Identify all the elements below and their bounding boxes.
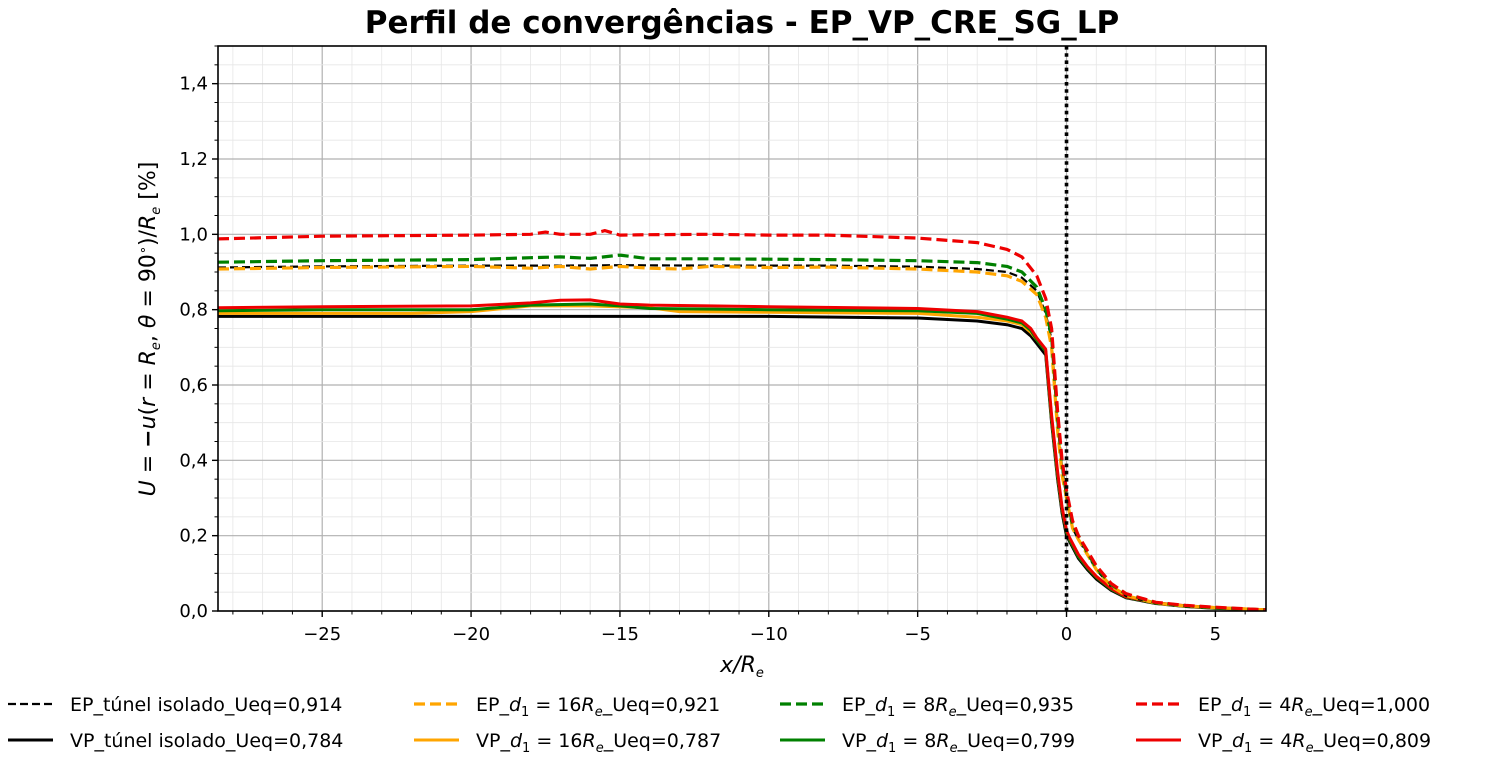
legend-label-3: EP_d1 = 8Re_Ueq=0,935 xyxy=(842,694,1074,720)
series-line-5 xyxy=(218,314,1267,612)
x-axis-label: x/Re xyxy=(719,653,764,681)
axis-ticks: −25 −20 −15 −10 −5 0 5 0,0 0,2 0,4 0,6 0,8 1,0 1,2 1,4 xyxy=(179,45,1246,645)
y-tick-label: 0,8 xyxy=(179,300,208,321)
x-tick-label: −15 xyxy=(601,624,639,645)
x-tick-label: −25 xyxy=(303,624,341,645)
series-line-7 xyxy=(217,302,1267,612)
series-line-8 xyxy=(217,298,1267,612)
y-tick-label: 0,6 xyxy=(179,375,208,396)
y-tick-label: 1,0 xyxy=(179,224,208,245)
y-tick-label: 0,2 xyxy=(179,526,208,547)
y-tick-label: 1,4 xyxy=(179,74,208,95)
series-line-6 xyxy=(218,304,1267,612)
x-tick-label: 5 xyxy=(1210,624,1221,645)
y-tick-label: 0,0 xyxy=(179,601,208,622)
legend-label-7: VP_d1 = 8Re_Ueq=0,799 xyxy=(842,730,1075,756)
x-tick-label: −5 xyxy=(904,624,931,645)
series-layer xyxy=(217,229,1267,612)
legend-label-6: VP_d1 = 16Re_Ueq=0,787 xyxy=(476,730,721,756)
legend: EP_túnel isolado_Ueq=0,914 EP_d1 = 16Re_U… xyxy=(8,694,1431,756)
series-line-4 xyxy=(217,229,1267,612)
y-tick-label: 1,2 xyxy=(179,149,208,170)
legend-label-5: VP_túnel isolado_Ueq=0,784 xyxy=(70,730,343,752)
x-tick-label: −10 xyxy=(750,624,788,645)
chart-title: Perfil de convergências - EP_VP_CRE_SG_L… xyxy=(365,5,1119,41)
grid xyxy=(218,45,1266,612)
x-tick-label: −20 xyxy=(452,624,490,645)
y-axis-label: U = −u(r = Re, θ = 90∘)/Re [%] xyxy=(136,162,164,497)
y-tick-label: 0,4 xyxy=(179,450,208,471)
x-tick-label: 0 xyxy=(1061,624,1072,645)
legend-label-8: VP_d1 = 4Re_Ueq=0,809 xyxy=(1198,730,1431,756)
legend-label-2: EP_d1 = 16Re_Ueq=0,921 xyxy=(476,694,720,720)
legend-label-1: EP_túnel isolado_Ueq=0,914 xyxy=(70,694,342,716)
legend-label-4: EP_d1 = 4Re_Ueq=1,000 xyxy=(1198,694,1430,720)
series-line-2 xyxy=(217,264,1267,612)
